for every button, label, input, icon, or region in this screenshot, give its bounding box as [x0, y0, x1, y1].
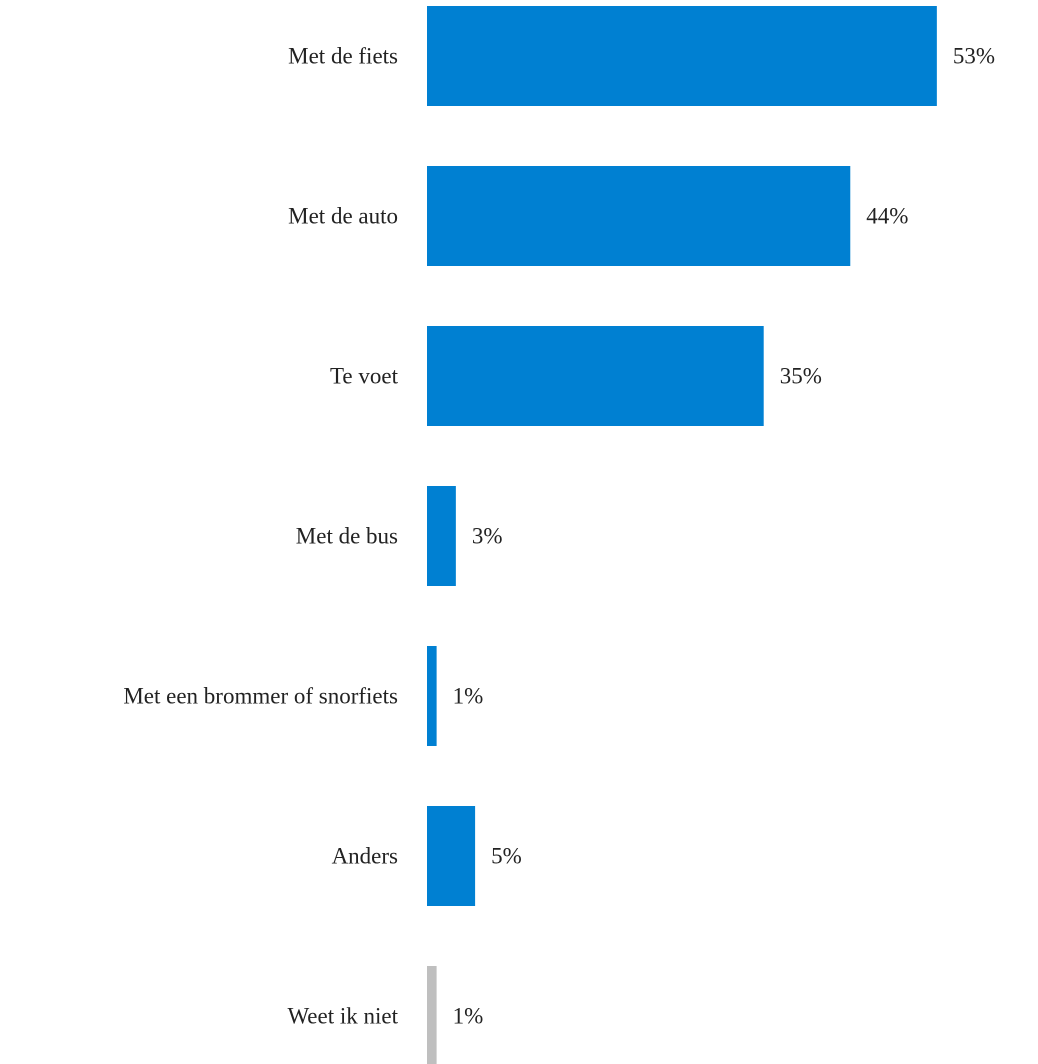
bar: [427, 646, 437, 746]
category-label: Te voet: [330, 364, 399, 389]
value-label: 44%: [866, 204, 908, 229]
bar: [427, 6, 937, 106]
bar-row: Te voet 35%: [330, 326, 822, 426]
bar: [427, 326, 764, 426]
category-label: Met een brommer of snorfiets: [123, 684, 398, 709]
bar-row: Weet ik niet 1%: [287, 966, 483, 1064]
category-label: Weet ik niet: [287, 1004, 398, 1029]
value-label: 1%: [453, 1004, 484, 1029]
value-label: 53%: [953, 44, 995, 69]
bar: [427, 966, 437, 1064]
value-label: 1%: [453, 684, 484, 709]
bar-row: Met de auto 44%: [288, 166, 908, 266]
bar-row: Met de fiets 53%: [288, 6, 995, 106]
bar-row: Anders 5%: [332, 806, 522, 906]
bar: [427, 486, 456, 586]
bar-row: Met een brommer of snorfiets 1%: [123, 646, 483, 746]
category-label: Met de fiets: [288, 44, 398, 69]
value-label: 35%: [780, 364, 822, 389]
bar-row: Met de bus 3%: [296, 486, 503, 586]
category-label: Met de auto: [288, 204, 398, 229]
bar: [427, 166, 851, 266]
category-label: Anders: [332, 844, 398, 869]
category-label: Met de bus: [296, 524, 398, 549]
bar: [427, 806, 476, 906]
value-label: 3%: [472, 524, 503, 549]
value-label: 5%: [491, 844, 522, 869]
